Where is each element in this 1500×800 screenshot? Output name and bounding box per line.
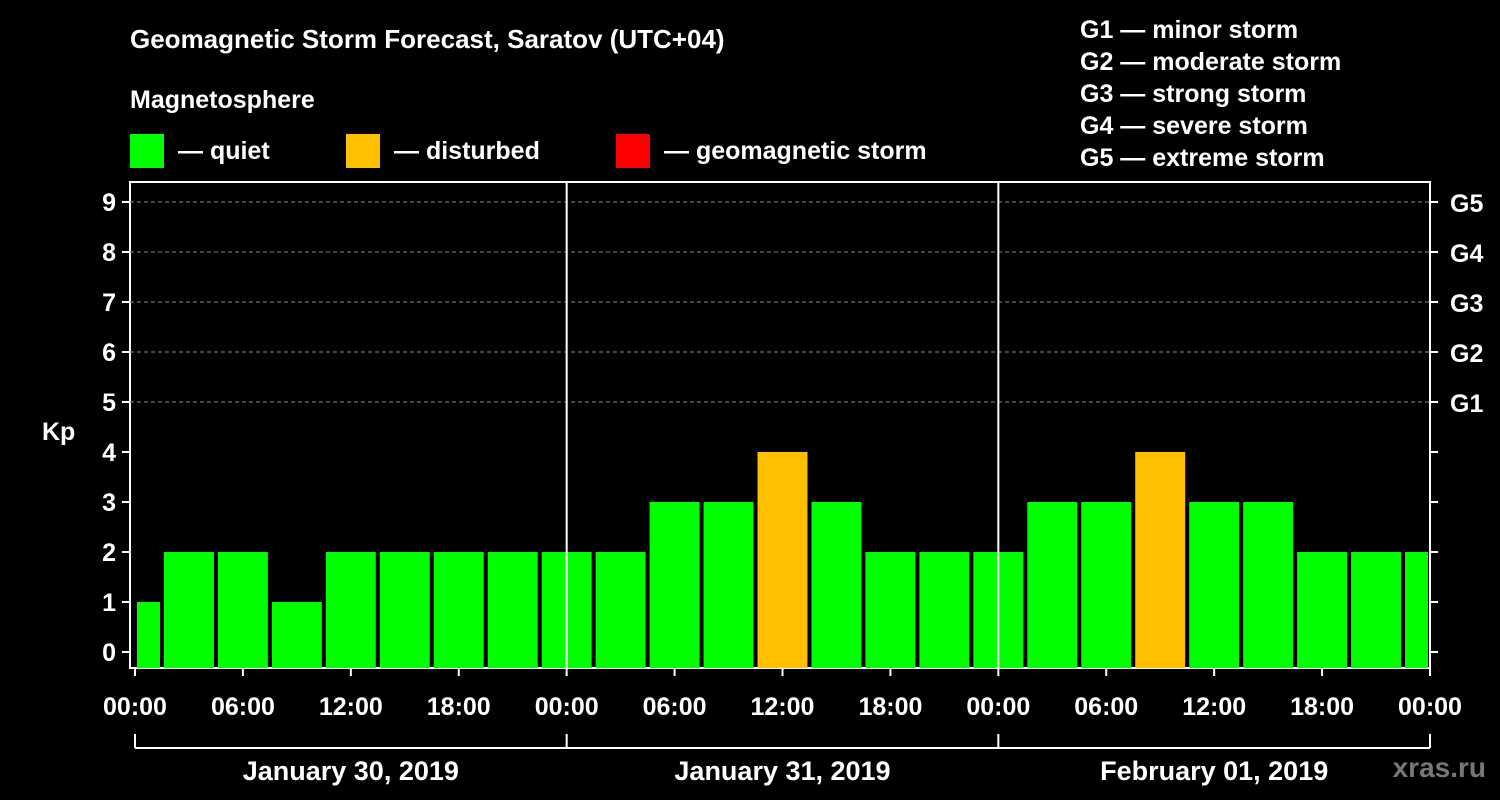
g-level-label: G5 (1450, 190, 1483, 218)
x-tick-label: 18:00 (427, 693, 491, 721)
g-scale-entry-g3: G3 — strong storm (1080, 80, 1307, 108)
g-scale-entry-g5: G5 — extreme storm (1080, 144, 1325, 172)
legend-swatch-disturbed (346, 134, 380, 168)
kp-bar (163, 552, 214, 668)
kp-bar (595, 552, 646, 668)
y-axis-label: Kp (42, 418, 75, 446)
legend-swatch-storm (616, 134, 650, 168)
g-scale-entry-g2: G2 — moderate storm (1080, 48, 1342, 76)
x-tick-label: 12:00 (319, 693, 383, 721)
legend-item-storm: — geomagnetic storm (616, 134, 927, 168)
x-tick-label: 00:00 (103, 693, 167, 721)
x-tick-label: 06:00 (1074, 693, 1138, 721)
x-tick-label: 06:00 (643, 693, 707, 721)
day-label: January 31, 2019 (674, 756, 890, 786)
x-tick-label: 00:00 (535, 693, 599, 721)
kp-bar (1351, 552, 1402, 668)
kp-bar (811, 502, 862, 668)
kp-bar (1243, 502, 1294, 668)
g-scale-legend: G1 — minor storm G2 — moderate storm G3 … (1080, 14, 1341, 174)
kp-bar (271, 602, 322, 668)
legend-label-quiet: — quiet (178, 136, 270, 165)
kp-bar (1135, 452, 1186, 668)
x-tick-label: 00:00 (1398, 693, 1462, 721)
legend-item-disturbed: — disturbed (346, 134, 540, 168)
kp-bar (865, 552, 916, 668)
legend-swatch-quiet (130, 134, 164, 168)
kp-bar (137, 602, 160, 668)
watermark: xras.ru (1392, 752, 1486, 783)
day-label: February 01, 2019 (1100, 756, 1328, 786)
y-tick-label: 5 (102, 389, 116, 417)
x-tick-label: 06:00 (211, 693, 275, 721)
legend-label-storm: — geomagnetic storm (664, 136, 927, 165)
chart-title: Geomagnetic Storm Forecast, Saratov (UTC… (130, 24, 725, 54)
y-tick-label: 4 (102, 439, 116, 467)
kp-bar (1081, 502, 1132, 668)
kp-bar (703, 502, 754, 668)
kp-bar (919, 552, 970, 668)
legend-item-quiet: — quiet (130, 134, 270, 168)
g-level-label: G2 (1450, 340, 1483, 368)
g-level-label: G3 (1450, 290, 1483, 318)
x-tick-label: 18:00 (858, 693, 922, 721)
legend-heading: Magnetosphere (130, 86, 315, 114)
y-tick-label: 9 (102, 189, 116, 217)
kp-bar (433, 552, 484, 668)
y-tick-label: 1 (102, 589, 116, 617)
g-scale-entry-g1: G1 — minor storm (1080, 16, 1299, 44)
legend-label-disturbed: — disturbed (394, 136, 540, 165)
y-tick-label: 0 (102, 639, 116, 667)
g-scale-entry-g4: G4 — severe storm (1080, 112, 1308, 140)
x-tick-label: 12:00 (751, 693, 815, 721)
x-tick-label: 00:00 (966, 693, 1030, 721)
kp-bar (1405, 552, 1428, 668)
y-tick-label: 8 (102, 239, 116, 267)
g-level-label: G4 (1450, 240, 1483, 268)
kp-bar (1297, 552, 1348, 668)
kp-bar (757, 452, 808, 668)
y-tick-label: 6 (102, 339, 116, 367)
kp-bar (1189, 502, 1240, 668)
g-level-label: G1 (1450, 390, 1483, 418)
x-tick-label: 18:00 (1290, 693, 1354, 721)
kp-bar (649, 502, 700, 668)
y-tick-label: 2 (102, 539, 116, 567)
kp-bar (325, 552, 376, 668)
kp-bar (487, 552, 538, 668)
y-tick-label: 3 (102, 489, 116, 517)
day-label: January 30, 2019 (243, 756, 459, 786)
kp-bar (217, 552, 268, 668)
kp-bar (1027, 502, 1078, 668)
kp-bar (379, 552, 430, 668)
y-tick-label: 7 (102, 289, 116, 317)
x-tick-label: 12:00 (1182, 693, 1246, 721)
